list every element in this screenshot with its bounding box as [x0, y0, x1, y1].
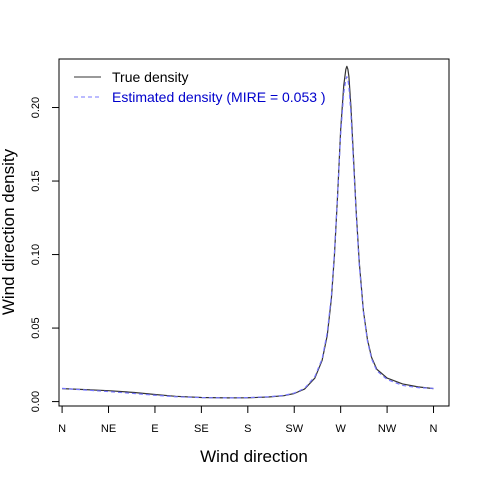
- y-axis: 0.00 0.05 0.10 0.15 0.20: [30, 97, 60, 412]
- y-tick-label: 0.15: [30, 170, 42, 191]
- x-tick-label: NE: [101, 423, 116, 435]
- y-tick-label: 0.20: [30, 97, 42, 118]
- x-tick-label: W: [335, 423, 346, 435]
- y-tick-label: 0.10: [30, 244, 42, 265]
- legend-estimated-label: Estimated density (MIRE = 0.053 ): [112, 89, 326, 105]
- y-axis-title: Wind direction density: [0, 148, 18, 315]
- y-tick-label: 0.00: [30, 391, 42, 412]
- legend: True density Estimated density (MIRE = 0…: [74, 69, 326, 105]
- series-layer: [62, 65, 434, 399]
- true-density-line: [62, 65, 434, 399]
- plot-frame: [58, 58, 450, 407]
- x-axis-title: Wind direction: [200, 447, 308, 466]
- x-tick-label: E: [151, 423, 158, 435]
- x-tick-label: N: [58, 423, 66, 435]
- y-tick-label: 0.05: [30, 317, 42, 338]
- x-tick-label: SE: [194, 423, 209, 435]
- x-tick-label: S: [244, 423, 251, 435]
- estimated-density-line: [62, 76, 434, 399]
- x-tick-label: SW: [285, 423, 303, 435]
- x-tick-label: N: [430, 423, 438, 435]
- x-tick-label: NW: [378, 423, 397, 435]
- legend-true-label: True density: [112, 69, 189, 85]
- x-axis: N NE E SE S SW W NW N: [58, 405, 438, 435]
